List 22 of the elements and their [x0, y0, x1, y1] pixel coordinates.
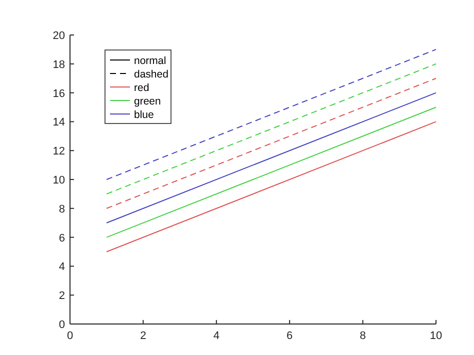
x-tick-label: 8 [360, 330, 366, 342]
x-tick-label: 2 [140, 330, 146, 342]
y-tick-label: 12 [52, 146, 65, 158]
y-tick-label: 0 [58, 319, 65, 331]
x-tick-label: 0 [66, 330, 74, 342]
legend-label: green [134, 96, 162, 108]
x-tick-label: 6 [286, 330, 293, 342]
x-tick-label: 4 [213, 330, 220, 342]
y-tick-label: 10 [52, 174, 65, 186]
legend-label: blue [134, 109, 154, 121]
y-tick-label: 14 [52, 116, 65, 129]
y-tick-label: 8 [58, 203, 65, 216]
y-tick-label: 16 [52, 88, 65, 100]
y-tick-label: 4 [58, 261, 65, 274]
y-tick-label: 20 [52, 30, 65, 42]
legend-label: dashed [134, 68, 169, 80]
y-tick-label: 6 [58, 232, 65, 244]
x-tick-label: 10 [430, 330, 442, 342]
legend-label: red [134, 82, 150, 94]
y-tick-label: 18 [52, 58, 65, 71]
legend-label: normal [134, 55, 166, 67]
y-tick-label: 2 [58, 290, 65, 302]
